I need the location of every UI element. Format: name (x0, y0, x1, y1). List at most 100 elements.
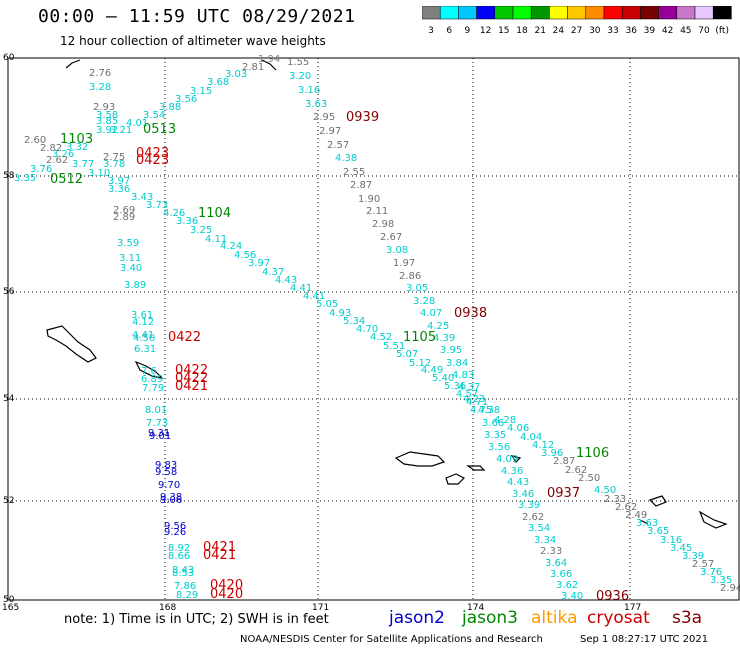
wave-height-value: 4.50 (594, 485, 616, 496)
wave-height-value: 7.6 (141, 366, 157, 377)
island-outline (466, 465, 486, 471)
island-outline (46, 325, 97, 363)
wave-height-value: 4.75 (470, 405, 492, 416)
wave-height-value: 2.11 (366, 206, 388, 217)
wave-height-value: 5.07 (396, 349, 418, 360)
wave-height-value: 3.35 (710, 575, 732, 586)
scale-label: 33 (607, 26, 618, 36)
wave-height-value: 3.05 (406, 283, 428, 294)
pass-time-tag: 1103 (60, 132, 93, 147)
wave-height-value: 2.62 (522, 512, 544, 523)
wave-height-value: 4.70 (356, 324, 378, 335)
legend-cryosat: cryosat (587, 608, 650, 628)
lat-lon-grid (7, 57, 740, 601)
wave-height-value: 3.36 (176, 216, 198, 227)
wave-height-value: 3.97 (248, 258, 270, 269)
wave-height-value: 4.52 (370, 332, 392, 343)
wave-height-value: 3.78 (103, 159, 125, 170)
scale-label: 45 (680, 26, 691, 36)
wave-height-value: 8.53 (172, 568, 194, 579)
wave-height-value: 4.12 (132, 317, 154, 328)
wave-height-value: 2.49 (625, 510, 647, 521)
island-outline (445, 473, 466, 485)
wave-height-value: 9.31 (148, 428, 170, 439)
wave-height-value: 9.83 (155, 460, 177, 471)
wave-height-value: 8.01 (145, 405, 167, 416)
pass-time-tag: 1105 (403, 330, 436, 345)
wave-height-value: 3.15 (190, 86, 212, 97)
wave-height-value: 3.66 (482, 418, 504, 429)
wave-height-value: 4.43 (507, 477, 529, 488)
wave-height-value: 4.11 (205, 234, 227, 245)
scale-label: 70 (698, 26, 710, 36)
wave-height-value: 4.37 (262, 267, 284, 278)
wave-height-value: 3.11 (119, 253, 141, 264)
wave-height-value: 3.34 (534, 535, 556, 546)
wave-height-value: 9.01 (149, 431, 171, 442)
wave-height-value: 4.71 (466, 397, 488, 408)
wave-height-value: 5.36 (444, 381, 466, 392)
scale-label: (ft) (715, 26, 729, 36)
scale-label: 36 (625, 26, 637, 36)
wave-height-value: 5.34 (343, 316, 365, 327)
wave-height-value: 2.57 (327, 140, 349, 151)
wave-height-value: 4.28 (494, 415, 516, 426)
wave-height-value: 3.56 (175, 94, 197, 105)
wave-height-value: 3.85 (96, 116, 118, 127)
wave-height-value: 3.54 (528, 523, 550, 534)
scale-label: 30 (589, 26, 601, 36)
wave-height-value: 3.54 (143, 110, 165, 121)
wave-height-value: 3.46 (512, 489, 534, 500)
scale-label: 9 (465, 26, 471, 36)
wave-height-value: 1.90 (358, 194, 380, 205)
wave-height-value: 4.12 (532, 440, 554, 451)
wave-height-value: 9.58 (155, 467, 177, 478)
island-outline (65, 59, 81, 69)
wave-height-value: 1.97 (393, 258, 415, 269)
wave-height-value: 3.59 (117, 238, 139, 249)
wave-height-value: 3.35 (484, 430, 506, 441)
wave-height-value: 3.45 (670, 543, 692, 554)
scale-label: 21 (534, 26, 545, 36)
wave-height-value: 4.41 (303, 291, 325, 302)
lat-label: 54 (3, 394, 15, 404)
wave-height-value: 3.61 (131, 310, 153, 321)
wave-height-value: 3.97 (108, 176, 130, 187)
pass-time-tag: 0512 (50, 172, 83, 187)
wave-height-value: 2.57 (692, 559, 714, 570)
wave-height-value: 8.29 (176, 590, 198, 601)
wave-height-value: 2.62 (46, 155, 68, 166)
wave-height-value: 3.84 (446, 358, 468, 369)
lon-label: 174 (467, 603, 484, 613)
wave-height-value: 3.36 (108, 184, 130, 195)
lon-label: 165 (2, 603, 19, 613)
wave-height-values: 2.76 3.28 2.933.583.853.923.21 2.602.82 3.32… (14, 57, 740, 602)
wave-height-value: 3.08 (386, 245, 408, 256)
island-outline (639, 519, 649, 525)
scale-label: 3 (428, 26, 434, 36)
scale-label: 6 (446, 26, 452, 36)
legend-jason3: jason3 (462, 608, 518, 628)
wave-height-value: 9.38 (160, 492, 182, 503)
wave-height-value: 5.05 (316, 299, 338, 310)
wave-height-value: 2.50 (578, 473, 600, 484)
lat-label: 56 (3, 287, 15, 297)
pass-time-tag: 1106 (576, 446, 609, 461)
wave-height-value: 2.69 (113, 205, 135, 216)
wave-height-value: 2.62 (565, 465, 587, 476)
pass-time-tag: 0422 (168, 330, 201, 345)
wave-height-value: 4.37 (458, 382, 480, 393)
island-outline (134, 360, 164, 379)
wave-height-value: 9.70 (158, 480, 180, 491)
pass-time-tag: 0422 (175, 363, 208, 378)
map-title: 00:00 – 11:59 UTC 08/29/2021 (38, 6, 356, 27)
island-outline (261, 59, 277, 71)
wave-height-value: 3.28 (413, 296, 435, 307)
pass-time-tag: 0938 (454, 306, 487, 321)
wave-height-value: 4.07 (420, 308, 442, 319)
wave-height-value: 6.31 (134, 344, 156, 355)
wave-height-value: 2.75 (103, 152, 125, 163)
legend-s3a: s3a (672, 608, 703, 628)
wave-height-value: 6.89 (141, 374, 163, 385)
